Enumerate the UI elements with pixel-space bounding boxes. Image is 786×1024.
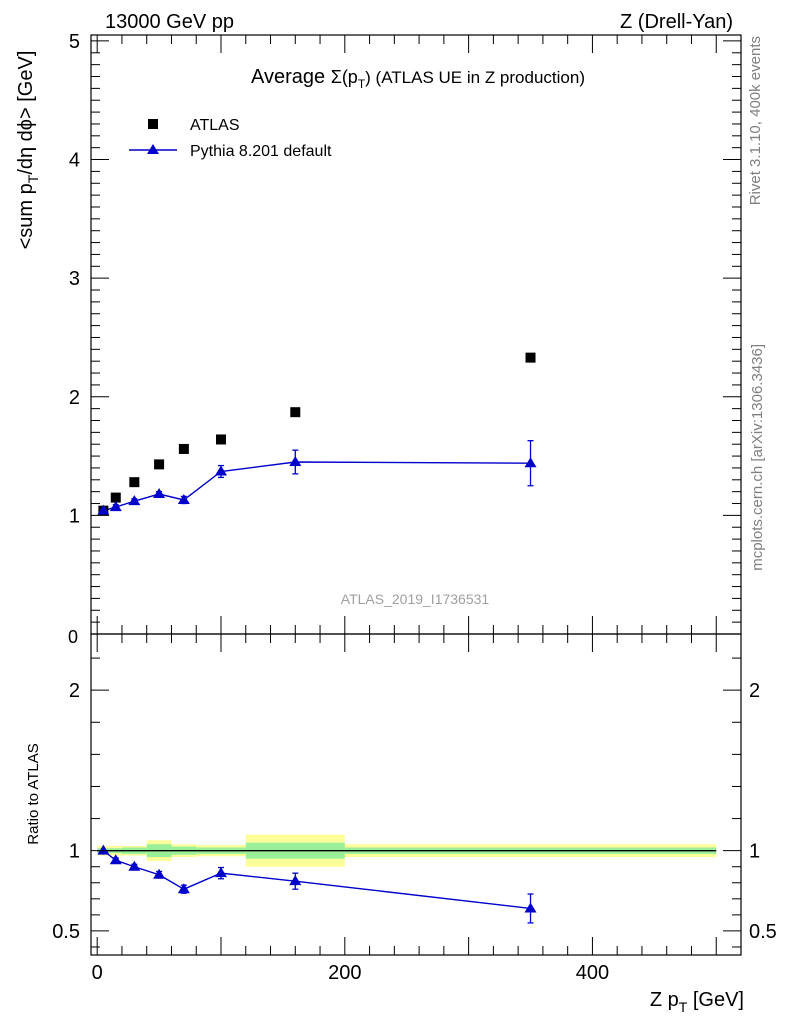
ratio-y-tick-label-right: 1: [749, 841, 760, 863]
pythia-point: [153, 488, 166, 499]
pythia-point: [97, 504, 110, 515]
main-plot-ticks: [91, 35, 741, 634]
main-y-axis-label-b: /dη dϕ> [GeV]: [15, 51, 37, 175]
main-y-axis-label: <sum pT/dη dϕ> [GeV]: [15, 51, 41, 250]
atlas-point: [110, 492, 121, 503]
main-y-tick-label: 2: [69, 387, 80, 409]
legend-atlas-marker: [148, 119, 158, 129]
ratio-y-tick-label-right: 0.5: [749, 921, 777, 943]
pythia-point: [177, 493, 190, 504]
main-y-axis-label-sub: T: [25, 174, 41, 183]
ratio-pythia-points: [97, 844, 537, 924]
pythia-line-path: [103, 461, 531, 512]
ratio-pythia-point: [97, 844, 110, 855]
ratio-pythia-point: [524, 902, 537, 913]
ratio-x-tick-label: 200: [328, 962, 361, 984]
mcplots-label: mcplots.cern.ch [arXiv:1306.3436]: [749, 344, 766, 571]
plot-title-sub: T: [358, 77, 366, 91]
x-axis-label: Z pT [GeV]: [650, 989, 744, 1015]
atlas-point: [178, 443, 189, 454]
pythia-line: [103, 461, 531, 512]
ratio-y-axis-label: Ratio to ATLAS: [25, 743, 42, 844]
main-y-tick-label: 3: [69, 268, 80, 290]
ratio-pythia-point: [177, 883, 190, 894]
ratio-pythia-point: [109, 854, 122, 865]
atlas-point: [216, 434, 226, 445]
legend-atlas-label: ATLAS: [190, 117, 240, 134]
ratio-x-tick-label: 400: [576, 962, 609, 984]
ratio-pythia-point: [215, 867, 227, 878]
x-axis-label-b: [GeV]: [687, 989, 744, 1011]
legend-pythia-marker: [147, 144, 159, 154]
header-left-label: 13000 GeV pp: [105, 11, 234, 33]
analysis-id-label: ATLAS_2019_I1736531: [341, 591, 490, 607]
plot-title-sigma: Σ(p: [331, 67, 358, 87]
header-right-label: Z (Drell-Yan): [620, 11, 733, 33]
ratio-y-tick-label: 2: [69, 680, 80, 702]
ratio-pythia-point: [128, 860, 141, 871]
ratio-y-tick-label: 1: [69, 841, 80, 863]
ratio-x-tick-labels: 0 200 400: [92, 962, 609, 984]
main-y-axis-label-a: <sum p: [15, 183, 37, 249]
atlas-point: [525, 352, 536, 363]
atlas-point: [154, 459, 165, 470]
ratio-x-tick-label: 0: [92, 962, 103, 984]
atlas-points: [98, 352, 536, 516]
ratio-plot-ticks: [91, 634, 741, 955]
atlas-point: [129, 477, 140, 488]
legend: ATLAS Pythia 8.201 default: [129, 117, 332, 160]
legend-pythia-label: Pythia 8.201 default: [190, 143, 332, 160]
ratio-pythia-point: [153, 868, 166, 879]
main-plot-frame: [90, 34, 742, 635]
main-y-tick-label: 4: [69, 150, 80, 172]
ratio-y-tick-label: 0.5: [52, 921, 80, 943]
pythia-point: [109, 501, 122, 512]
ratio-y-tick-label-right: 2: [749, 680, 760, 702]
rivet-label: Rivet 3.1.10, 400k events: [747, 36, 764, 205]
y-tick-label-zero: 0: [68, 627, 78, 647]
atlas-point: [290, 407, 301, 418]
pythia-points: [97, 440, 537, 515]
main-y-tick-label: 5: [69, 31, 80, 53]
ratio-plot-panel: 0.5 0.5 1 1 2 2 0 200 400 Ratio to ATLAS Z pT […: [25, 633, 777, 1015]
ratio-plot-frame: [90, 633, 742, 956]
main-y-tick-label: 1: [69, 505, 80, 527]
pythia-point: [524, 457, 537, 468]
main-plot-y-tick-labels: 1 2 3 4 5: [69, 31, 80, 527]
ratio-pythia-point: [289, 875, 302, 886]
pythia-point: [128, 495, 141, 506]
x-axis-label-a: Z p: [650, 989, 679, 1011]
x-axis-label-sub: T: [679, 999, 688, 1015]
plot-title-prefix: Average: [251, 66, 331, 88]
plot-title: Average Σ(pT) (ATLAS UE in Z production): [251, 66, 585, 91]
pythia-point: [289, 456, 302, 467]
plot-title-suffix: ) (ATLAS UE in Z production): [365, 68, 585, 87]
pythia-point: [215, 465, 227, 476]
ratio-y-tick-labels: 0.5 0.5 1 1 2 2: [52, 680, 777, 943]
